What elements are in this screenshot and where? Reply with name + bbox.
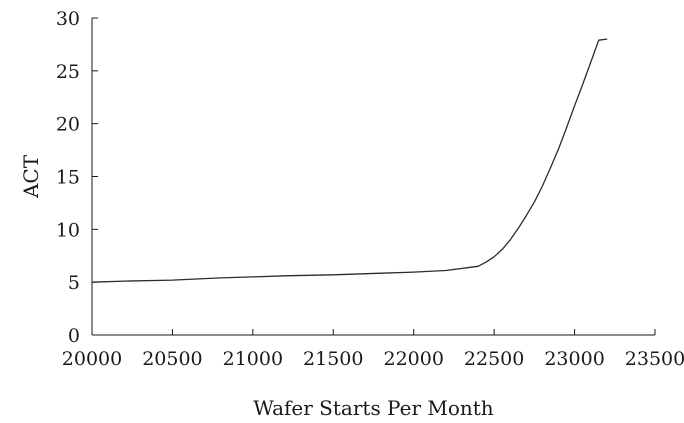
x-axis-title: Wafer Starts Per Month [253, 396, 494, 420]
x-tick-label: 23500 [625, 348, 684, 370]
x-tick-label: 20500 [142, 348, 202, 370]
x-tick-label: 22500 [464, 348, 524, 370]
y-tick-label: 30 [56, 8, 80, 30]
x-axis-ticks: 20000 20500 21000 21500 22000 22500 23000 23500 [62, 329, 684, 370]
y-axis-title: ACT [19, 154, 43, 199]
x-tick-label: 22000 [383, 348, 443, 370]
x-tick-label: 23000 [544, 348, 604, 370]
y-tick-label: 5 [68, 272, 80, 294]
y-tick-label: 10 [56, 219, 80, 241]
x-tick-label: 21000 [223, 348, 283, 370]
chart-axes [91, 18, 655, 336]
y-tick-label: 25 [56, 61, 80, 83]
series-line [91, 38, 608, 283]
x-tick-label: 20000 [62, 348, 122, 370]
y-tick-label: 20 [56, 114, 80, 136]
y-tick-label: 15 [56, 167, 80, 189]
x-tick-label: 21500 [303, 348, 363, 370]
y-axis-ticks: 0 5 10 15 20 25 30 [56, 8, 98, 347]
series-layer [91, 38, 608, 283]
y-tick-label: 0 [68, 325, 80, 347]
